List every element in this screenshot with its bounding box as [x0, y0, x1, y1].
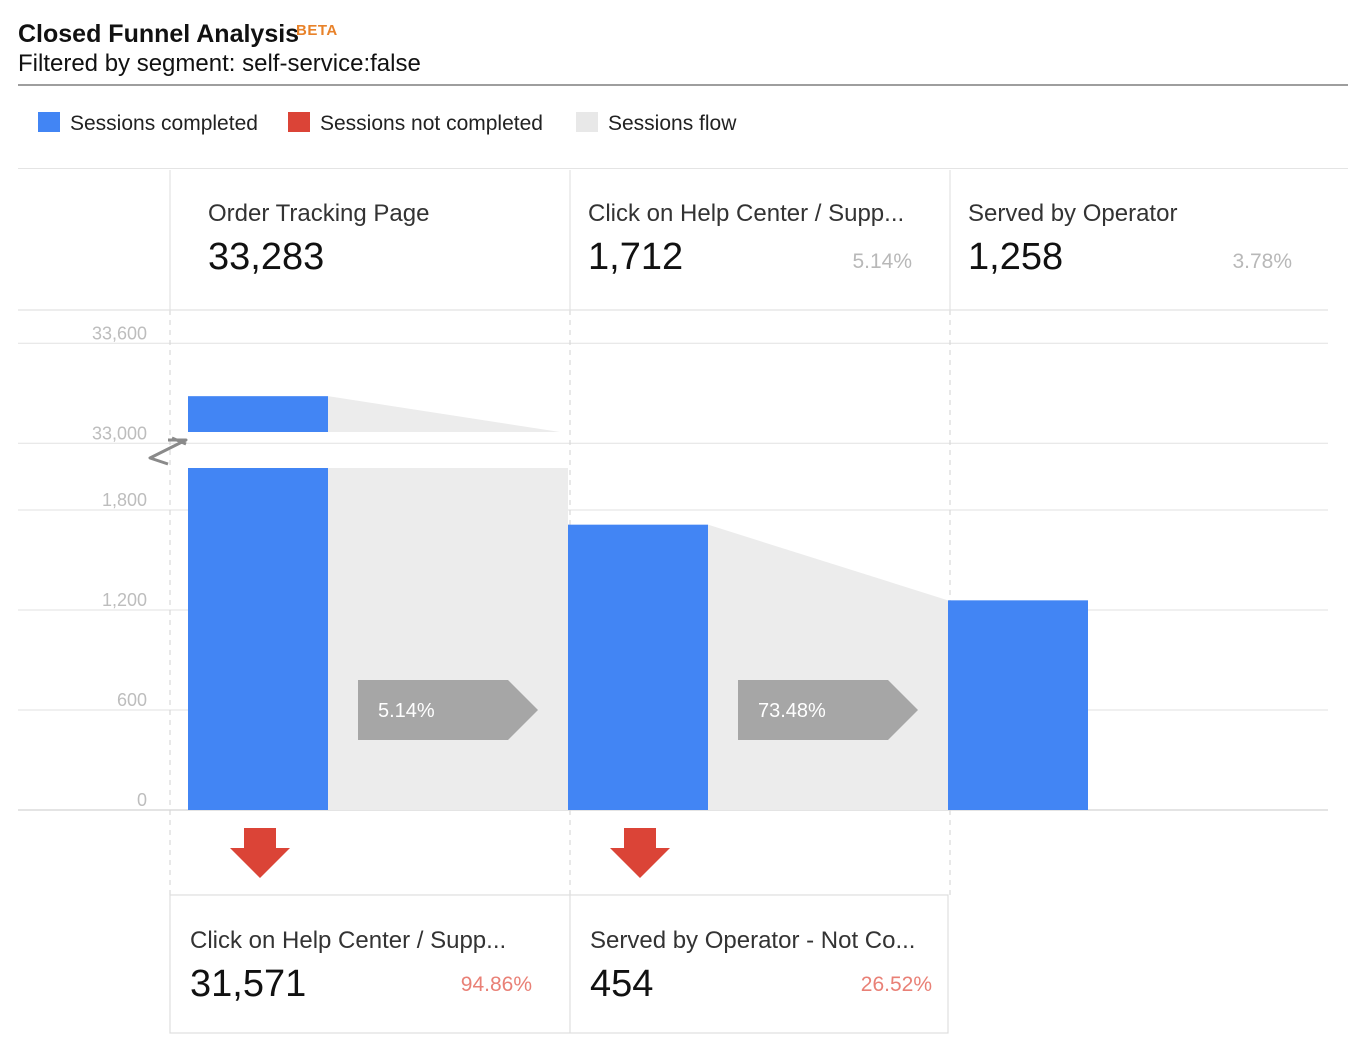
legend-swatch-not-completed [288, 112, 310, 132]
y-tick-label: 33,000 [92, 423, 147, 443]
legend-divider [18, 168, 1348, 169]
drop-off-value: 31,571 [190, 963, 307, 1005]
beta-badge: BETA [296, 22, 338, 39]
step-name: Served by Operator [968, 200, 1178, 227]
flow-area-1 [328, 468, 568, 810]
y-tick-label: 600 [117, 690, 147, 710]
conversion-arrow-icon [738, 680, 918, 740]
legend-label-not-completed: Sessions not completed [320, 112, 543, 135]
legend-label-completed: Sessions completed [70, 112, 258, 135]
step-percentage: 5.14% [852, 250, 912, 273]
y-tick-label: 33,600 [92, 323, 147, 343]
conversion-rate-label: 73.48% [758, 700, 826, 722]
step-header-2[interactable]: Click on Help Center / Supp... 1,712 5.1… [550, 170, 930, 310]
bar-upper-segment [188, 396, 328, 432]
y-tick-label: 1,800 [102, 490, 147, 510]
step-value: 1,712 [588, 236, 684, 278]
bar [948, 600, 1088, 810]
drop-off-name: Click on Help Center / Supp... [190, 927, 507, 954]
bar [188, 468, 328, 810]
drop-off-arrow-icon [230, 828, 290, 878]
y-tick-label: 1,200 [102, 590, 147, 610]
drop-off-percentage: 94.86% [460, 973, 532, 996]
legend-swatch-completed [38, 112, 60, 132]
drop-off-box-1[interactable]: Click on Help Center / Supp... 31,571 94… [170, 895, 550, 1033]
chart-header: Closed Funnel Analysis BETA Filtered by … [18, 16, 1348, 86]
step-percentage: 3.78% [1232, 250, 1292, 273]
axis-break-icon-stroke [171, 436, 187, 446]
drop-off-arrow-icon [610, 828, 670, 878]
drop-off-box-2[interactable]: Served by Operator - Not Co... 454 26.52… [570, 895, 950, 1033]
segment-filter-label: Filtered by segment: self-service:false [18, 50, 421, 77]
drop-off-percentage: 26.52% [860, 973, 932, 996]
drop-off-name: Served by Operator - Not Co... [590, 927, 916, 954]
legend: Sessions completed Sessions not complete… [38, 110, 938, 140]
bar [568, 524, 708, 810]
step-value: 1,258 [968, 236, 1064, 278]
conversion-arrow-icon [358, 680, 538, 740]
drop-off-value: 454 [590, 963, 654, 1005]
y-tick-label: 0 [137, 790, 147, 810]
step-name: Click on Help Center / Supp... [588, 200, 905, 227]
step-header-3[interactable]: Served by Operator 1,258 3.78% [930, 170, 1310, 310]
flow-area-2 [708, 524, 948, 810]
chart-title: Closed Funnel Analysis [18, 20, 300, 48]
flow-area-upper [328, 396, 560, 432]
conversion-rate-label: 5.14% [378, 700, 435, 722]
drop-off-panel [169, 894, 949, 1034]
step-header-1[interactable]: Order Tracking Page 33,283 [170, 170, 550, 310]
step-name: Order Tracking Page [208, 200, 430, 227]
legend-swatch-flow [576, 112, 598, 132]
legend-label-flow: Sessions flow [608, 112, 737, 135]
step-value: 33,283 [208, 236, 325, 278]
